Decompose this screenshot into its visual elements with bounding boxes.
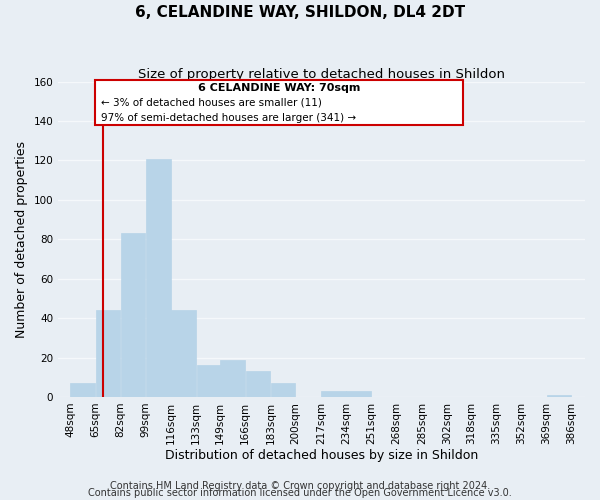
Bar bbox=[197, 366, 221, 397]
Text: ← 3% of detached houses are smaller (11): ← 3% of detached houses are smaller (11) bbox=[101, 98, 322, 108]
Bar bbox=[146, 158, 170, 397]
Text: 6, CELANDINE WAY, SHILDON, DL4 2DT: 6, CELANDINE WAY, SHILDON, DL4 2DT bbox=[135, 5, 465, 20]
Text: 97% of semi-detached houses are larger (341) →: 97% of semi-detached houses are larger (… bbox=[101, 113, 356, 123]
Bar bbox=[547, 395, 571, 397]
Bar bbox=[245, 372, 270, 397]
Bar bbox=[220, 360, 245, 397]
Text: 6 CELANDINE WAY: 70sqm: 6 CELANDINE WAY: 70sqm bbox=[198, 82, 361, 92]
Title: Size of property relative to detached houses in Shildon: Size of property relative to detached ho… bbox=[138, 68, 505, 80]
Bar bbox=[70, 383, 95, 397]
Bar bbox=[271, 383, 295, 397]
FancyBboxPatch shape bbox=[95, 80, 463, 125]
Bar bbox=[121, 234, 145, 397]
Bar bbox=[95, 310, 120, 397]
Text: Contains HM Land Registry data © Crown copyright and database right 2024.: Contains HM Land Registry data © Crown c… bbox=[110, 481, 490, 491]
Bar bbox=[172, 310, 196, 397]
Bar bbox=[346, 391, 371, 397]
X-axis label: Distribution of detached houses by size in Shildon: Distribution of detached houses by size … bbox=[165, 450, 478, 462]
Y-axis label: Number of detached properties: Number of detached properties bbox=[15, 141, 28, 338]
Text: Contains public sector information licensed under the Open Government Licence v3: Contains public sector information licen… bbox=[88, 488, 512, 498]
Bar bbox=[321, 391, 346, 397]
